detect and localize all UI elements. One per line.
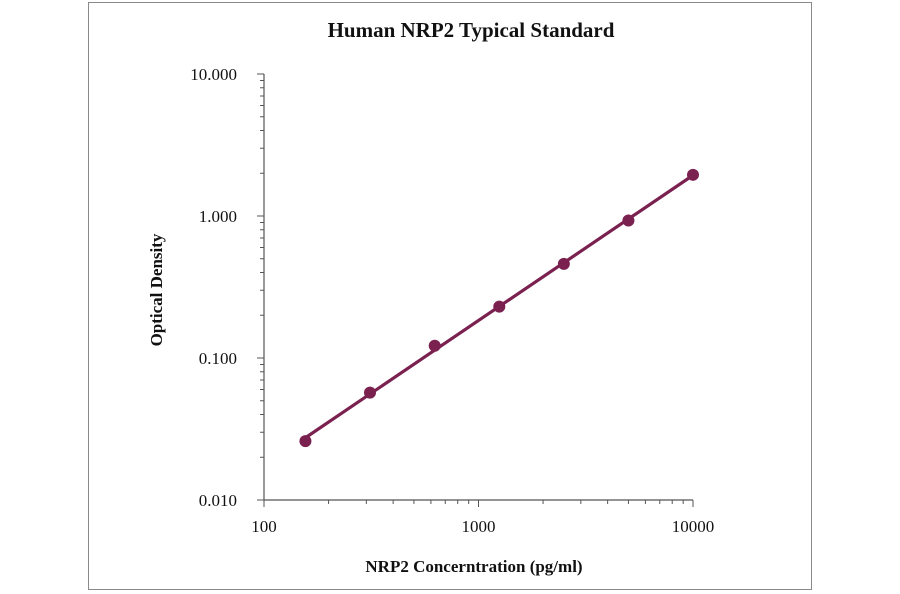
data-point: [557, 257, 570, 270]
x-tick-label: 10000: [672, 517, 715, 536]
y-axis-label: Optical Density: [147, 233, 166, 346]
y-tick-label: 1.000: [199, 207, 237, 226]
axes-group: [257, 73, 694, 507]
chart-frame: Human NRP2 Typical Standard 10.000 1.000 0…: [88, 2, 812, 590]
x-tick-label: 100: [251, 517, 277, 536]
data-point: [299, 435, 312, 448]
series-group: [299, 168, 699, 448]
y-tick-label: 0.100: [199, 349, 237, 368]
x-tick-label: 1000: [462, 517, 496, 536]
y-tick-label: 10.000: [190, 65, 237, 84]
data-point: [687, 168, 699, 181]
data-point: [428, 339, 441, 352]
y-tick-label: 0.010: [199, 491, 237, 510]
x-axis-label: NRP2 Concerntration (pg/ml): [365, 557, 582, 576]
chart-title: Human NRP2 Typical Standard: [328, 18, 615, 42]
data-point: [622, 214, 635, 227]
tick-labels-group: 10.000 1.000 0.100 0.010 100 1000 10000: [190, 65, 714, 536]
chart-svg: Human NRP2 Typical Standard 10.000 1.000 0…: [147, 18, 714, 576]
data-point: [363, 386, 376, 399]
data-point: [493, 300, 506, 313]
